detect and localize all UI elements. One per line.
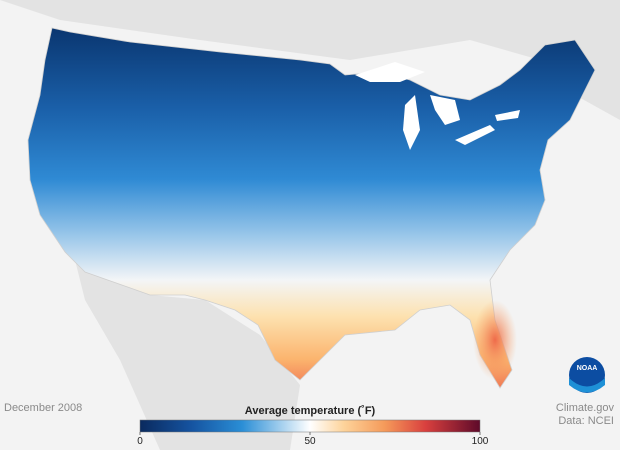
colorbar xyxy=(139,419,481,433)
lake-ontario xyxy=(495,110,520,121)
logo xyxy=(569,357,605,393)
source-label: Data: NCEI xyxy=(558,415,614,427)
tick-label: 0 xyxy=(137,436,143,447)
lake-michigan xyxy=(403,95,420,150)
florida-warm xyxy=(473,300,517,380)
lake-superior xyxy=(355,62,425,82)
tick-label: 100 xyxy=(472,436,489,447)
lake-erie xyxy=(455,125,495,145)
mexico xyxy=(75,260,300,450)
credit-label: Climate.gov xyxy=(556,402,615,414)
logo-wave xyxy=(569,378,605,393)
tick-label: 50 xyxy=(304,436,316,447)
lake-huron xyxy=(430,95,460,125)
canada xyxy=(0,0,620,120)
date-label: December 2008 xyxy=(4,402,82,414)
legend-title: Average temperature (˚F) xyxy=(245,405,376,417)
legend: Average temperature (˚F) 0 50 100 xyxy=(137,405,489,447)
logo-text: NOAA xyxy=(577,365,598,372)
